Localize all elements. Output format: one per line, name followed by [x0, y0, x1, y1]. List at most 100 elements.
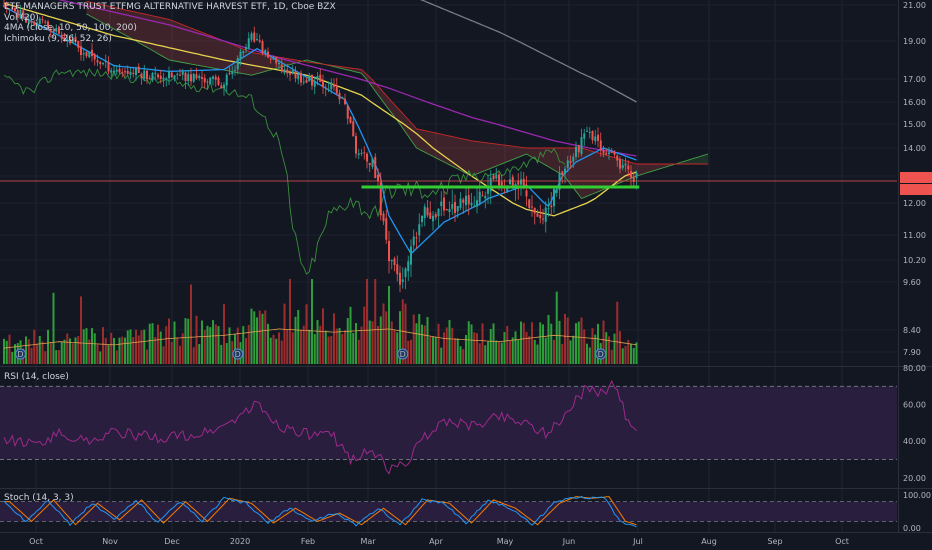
cloud-segment [419, 129, 422, 151]
candle-body [22, 10, 25, 19]
candle-body [212, 76, 214, 79]
candle-body [492, 175, 495, 180]
candle [627, 160, 630, 177]
cloud-segment [699, 155, 703, 164]
x-tick-label: 2020 [230, 537, 250, 546]
cloud-segment [644, 164, 648, 174]
cloud-segment [160, 17, 164, 57]
cloud-segment [622, 160, 626, 182]
cloud-segment [133, 11, 136, 41]
candle [104, 54, 107, 69]
cloud-segment [609, 156, 612, 188]
candle [157, 72, 159, 80]
main-legend: ETF MANAGERS TRUST ETFMG ALTERNATIVE HAR… [4, 2, 336, 44]
candle-body [443, 197, 445, 211]
candle [355, 132, 357, 159]
candle-body [55, 27, 58, 32]
candle [209, 77, 212, 85]
candle [533, 207, 536, 225]
volume-bar [184, 318, 187, 364]
volume-bar [44, 351, 47, 364]
legend-ichimoku[interactable]: Ichimoku (9, 26, 52, 26) [4, 33, 112, 44]
volume-bar [335, 328, 338, 364]
candle-body [599, 140, 602, 151]
legend-stoch[interactable]: Stoch (14, 3, 3) [4, 493, 74, 503]
cloud-segment [523, 147, 527, 156]
rsi-tick-label: 60.00 [903, 401, 926, 410]
cloud-segment [688, 159, 692, 164]
rsi-tick-label: 20.00 [903, 474, 926, 483]
candle-body [591, 131, 594, 141]
candle [49, 26, 52, 38]
x-tick-label: Apr [429, 537, 444, 546]
cloud-segment [251, 52, 255, 76]
cloud-segment [361, 69, 365, 77]
candle [143, 64, 146, 81]
cloud-segment [490, 143, 494, 169]
candle-body [624, 163, 627, 166]
volume-bar [264, 310, 267, 364]
cloud-segment [122, 9, 125, 35]
volume-bar [5, 340, 8, 364]
candle-body [544, 207, 547, 222]
cloud-segment [595, 152, 598, 193]
candle-body [247, 38, 250, 49]
candle-body [16, 9, 19, 18]
candle-body [239, 51, 242, 60]
candle-body [363, 152, 366, 154]
volume-bar [467, 321, 470, 364]
candle-body [14, 8, 16, 12]
x-tick-label: Feb [301, 537, 315, 546]
candle [102, 62, 104, 66]
candle-body [597, 134, 599, 141]
legend-moving-averages[interactable]: 4MA (close, 10, 50, 100, 200) [4, 23, 137, 33]
cloud-segment [163, 18, 167, 59]
candle [126, 65, 129, 77]
volume-bar [594, 334, 597, 364]
candle [27, 13, 30, 28]
candle-body [412, 236, 415, 246]
price-tick-label: 17.00 [903, 75, 926, 84]
candle-body [467, 195, 470, 205]
x-tick-label: Sep [767, 537, 782, 546]
candle-body [418, 224, 421, 236]
candle [140, 72, 143, 85]
candle [300, 70, 302, 86]
legend-volume[interactable]: Vol (20) [4, 12, 39, 23]
candle [179, 68, 181, 76]
volume-bar [528, 336, 531, 364]
volume-bar [168, 318, 170, 364]
price-tick-label: 10.20 [903, 256, 926, 265]
candle [456, 205, 459, 218]
candle [371, 157, 374, 170]
candle [564, 165, 566, 184]
volume-bar [445, 327, 448, 364]
candle-body [300, 72, 302, 83]
candle-body [33, 22, 36, 26]
legend-rsi[interactable]: RSI (14, close) [4, 372, 69, 382]
candle-body [382, 213, 385, 222]
candle-body [525, 190, 528, 197]
volume-bar [223, 304, 225, 364]
candle [415, 231, 418, 249]
price-tick-label: 14.00 [903, 144, 926, 153]
candle-body [498, 174, 500, 186]
cloud-segment [248, 51, 252, 76]
cloud-segment [89, 2, 92, 17]
volume-bar [396, 332, 399, 364]
legend-title[interactable]: ETF MANAGERS TRUST ETFMG ALTERNATIVE HAR… [4, 2, 336, 12]
volume-bar [143, 329, 146, 364]
candle-body [528, 199, 531, 209]
volume-bar [484, 345, 487, 364]
price-tick-label: 21.00 [903, 1, 926, 10]
candle [377, 168, 379, 188]
candle-body [217, 77, 220, 85]
candle [121, 68, 124, 78]
volume-bar [597, 323, 599, 364]
cloud-segment [658, 164, 662, 170]
cloud-segment [229, 43, 233, 72]
candle [115, 65, 118, 75]
volume-bar [135, 329, 137, 364]
candle-body [267, 51, 269, 58]
